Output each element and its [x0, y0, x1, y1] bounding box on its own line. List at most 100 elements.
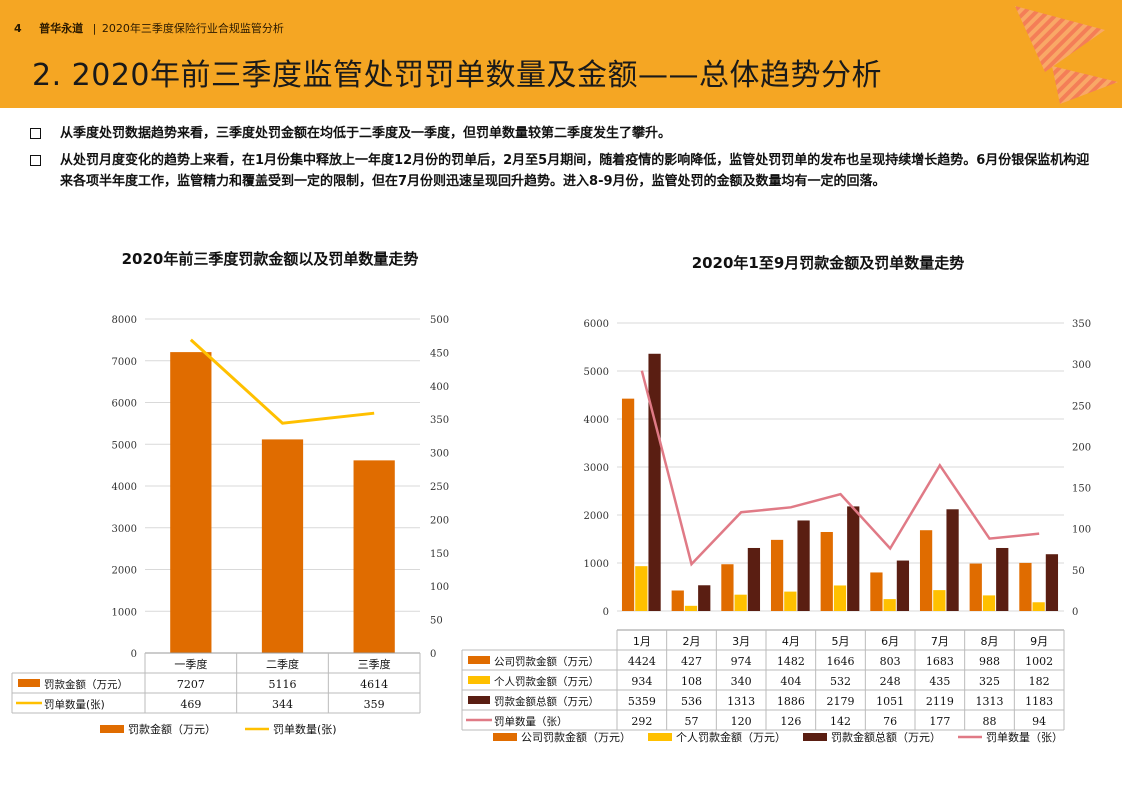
- right-axis-tick-label: 100: [430, 582, 449, 593]
- series-name: 个人罚款金额（万元）: [494, 675, 599, 688]
- category-label: 7月: [931, 635, 949, 648]
- bar: [784, 591, 797, 611]
- series-name: 罚款金额（万元）: [44, 678, 128, 691]
- category-label: 二季度: [266, 657, 299, 671]
- left-axis-tick-label: 1000: [112, 607, 137, 618]
- bar: [883, 599, 896, 611]
- chart-title: 2020年1至9月罚款金额及罚单数量走势: [692, 254, 965, 272]
- legend-key: [468, 676, 490, 684]
- legend-swatch: [100, 725, 124, 733]
- data-value: 1683: [926, 655, 954, 668]
- bar: [698, 585, 711, 611]
- bullet-item: 从季度处罚数据趋势来看，三季度处罚金额在均低于二季度及一季度，但罚单数量较第二季…: [30, 123, 1100, 144]
- left-axis-tick-label: 2000: [584, 511, 609, 522]
- category-label: 3月: [732, 635, 750, 648]
- bullet-text: 从处罚月度变化的趋势上来看，在1月份集中释放上一年度12月份的罚单后，2月至5月…: [60, 153, 1090, 189]
- brand-line: 4 普华永道 | 2020年三季度保险行业合规监管分析: [14, 20, 284, 36]
- bar: [648, 353, 661, 611]
- bar: [721, 564, 734, 611]
- bar: [734, 594, 747, 611]
- bar: [684, 605, 698, 611]
- right-axis-tick-label: 350: [430, 415, 449, 426]
- data-value: 427: [681, 655, 702, 668]
- data-value: 988: [979, 655, 1000, 668]
- right-axis-tick-label: 400: [430, 382, 449, 393]
- bar: [896, 560, 910, 611]
- header-banner: 4 普华永道 | 2020年三季度保险行业合规监管分析 2. 2020年前三季度…: [0, 0, 1122, 108]
- legend-label: 罚单数量（张）: [986, 731, 1063, 744]
- data-value: 325: [979, 675, 1000, 688]
- right-axis-tick-label: 450: [430, 348, 449, 359]
- data-value: 1183: [1025, 695, 1053, 708]
- category-label: 4月: [782, 635, 800, 648]
- bar: [1045, 554, 1059, 611]
- data-value: 108: [681, 675, 702, 688]
- category-label: 9月: [1030, 635, 1048, 648]
- right-axis-tick-label: 350: [1072, 319, 1091, 330]
- left-axis-tick-label: 4000: [584, 415, 609, 426]
- right-axis-tick-label: 300: [430, 449, 449, 460]
- right-axis-tick-label: 100: [1072, 525, 1091, 536]
- right-axis-tick-label: 0: [430, 649, 436, 660]
- series-name: 罚单数量（张）: [494, 715, 568, 728]
- bullet-item: 从处罚月度变化的趋势上来看，在1月份集中释放上一年度12月份的罚单后，2月至5月…: [30, 150, 1100, 192]
- data-value: 340: [731, 675, 752, 688]
- right-axis-tick-label: 250: [430, 482, 449, 493]
- left-axis-tick-label: 2000: [112, 566, 137, 577]
- legend-swatch: [803, 733, 827, 741]
- bar: [1032, 602, 1045, 611]
- bullet-list: 从季度处罚数据趋势来看，三季度处罚金额在均低于二季度及一季度，但罚单数量较第二季…: [30, 123, 1100, 198]
- line-series: [189, 338, 375, 425]
- bullet-text: 从季度处罚数据趋势来看，三季度处罚金额在均低于二季度及一季度，但罚单数量较第二季…: [60, 126, 672, 141]
- legend-label: 罚款金额（万元）: [128, 722, 216, 736]
- left-axis-tick-label: 6000: [112, 399, 137, 410]
- data-value: 248: [880, 675, 901, 688]
- right-axis-tick-label: 250: [1072, 401, 1091, 412]
- left-axis-tick-label: 4000: [112, 482, 137, 493]
- bar: [261, 439, 304, 653]
- left-axis-tick-label: 6000: [584, 319, 609, 330]
- bar: [770, 539, 784, 611]
- data-value: 803: [880, 655, 901, 668]
- legend-key: [468, 656, 490, 664]
- checkbox-bullet-icon: [30, 128, 41, 139]
- data-value: 469: [180, 698, 201, 711]
- report-title: 2020年三季度保险行业合规监管分析: [101, 22, 284, 35]
- data-value: 1313: [976, 695, 1004, 708]
- data-value: 1482: [777, 655, 805, 668]
- bar: [1019, 562, 1032, 611]
- page-number: 4: [14, 22, 22, 35]
- data-value: 435: [929, 675, 950, 688]
- bar: [982, 595, 996, 611]
- category-label: 6月: [881, 635, 899, 648]
- left-axis-tick-label: 3000: [112, 524, 137, 535]
- category-label: 2月: [683, 635, 701, 648]
- right-axis-tick-label: 50: [1072, 566, 1085, 577]
- data-value: 1002: [1025, 655, 1053, 668]
- data-value: 57: [685, 715, 699, 728]
- data-value: 2119: [926, 695, 954, 708]
- left-axis-tick-label: 5000: [112, 440, 137, 451]
- chart-title: 2020年前三季度罚款金额以及罚单数量走势: [122, 250, 419, 268]
- bar: [919, 530, 933, 611]
- category-label: 一季度: [174, 657, 207, 671]
- data-value: 2179: [827, 695, 855, 708]
- data-value: 292: [631, 715, 652, 728]
- left-axis-tick-label: 5000: [584, 367, 609, 378]
- bar: [870, 572, 883, 611]
- left-axis-tick-label: 7000: [112, 357, 137, 368]
- data-value: 4614: [360, 678, 388, 691]
- brand-name: 普华永道: [39, 22, 84, 35]
- data-value: 126: [780, 715, 801, 728]
- bar: [847, 506, 860, 611]
- bar: [635, 566, 648, 611]
- legend-swatch: [493, 733, 517, 741]
- data-value: 7207: [177, 678, 205, 691]
- triangle-decoration-icon: [1015, 6, 1118, 104]
- data-value: 1051: [876, 695, 904, 708]
- page-title: 2. 2020年前三季度监管处罚罚单数量及金额——总体趋势分析: [32, 58, 883, 93]
- right-axis-tick-label: 150: [430, 549, 449, 560]
- bar: [820, 531, 833, 611]
- legend-label: 公司罚款金额（万元）: [521, 730, 631, 744]
